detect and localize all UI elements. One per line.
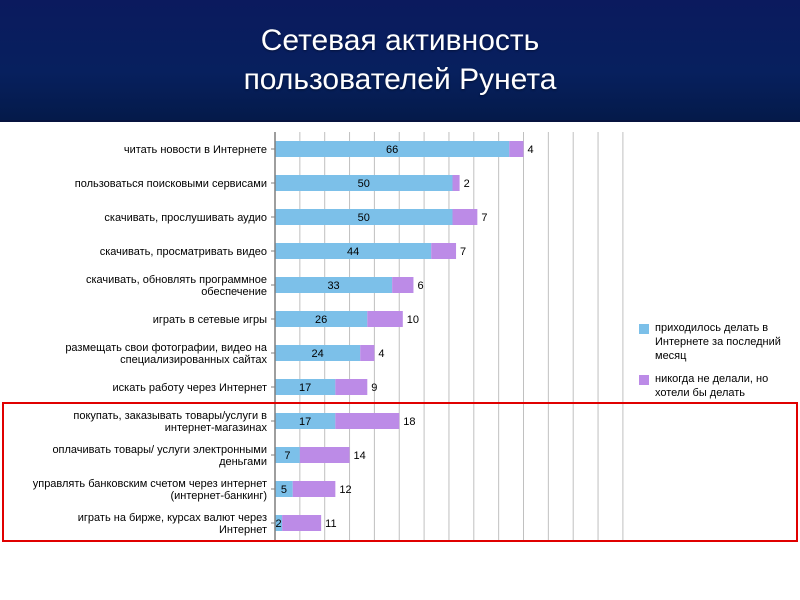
- value-wanted: 2: [464, 178, 470, 190]
- legend: приходилось делать в Интернете за послед…: [639, 322, 794, 411]
- bar-wanted: [360, 345, 374, 361]
- value-wanted: 18: [403, 416, 415, 428]
- category-label: специализированных сайтах: [120, 354, 267, 366]
- category-label: интернет-магазинах: [165, 422, 268, 434]
- value-wanted: 7: [460, 246, 466, 258]
- value-did: 5: [281, 484, 287, 496]
- bar-wanted: [335, 379, 367, 395]
- value-did: 50: [358, 178, 370, 190]
- value-did: 17: [299, 382, 311, 394]
- value-did: 44: [347, 246, 359, 258]
- bar-wanted: [453, 209, 478, 225]
- value-wanted: 9: [371, 382, 377, 394]
- value-did: 17: [299, 416, 311, 428]
- slide-title: Сетевая активность пользователей Рунета: [244, 21, 557, 99]
- category-label: искать работу через Интернет: [113, 382, 267, 394]
- legend-item-did: приходилось делать в Интернете за послед…: [639, 322, 794, 363]
- slide-header: Сетевая активность пользователей Рунета: [0, 0, 800, 122]
- value-did: 26: [315, 314, 327, 326]
- value-wanted: 11: [325, 518, 336, 530]
- category-label: читать новости в Интернете: [124, 144, 267, 156]
- category-label: пользоваться поисковыми сервисами: [75, 178, 267, 190]
- chart-area: читать новости в Интернете 66 4 пользоватьс…: [0, 122, 800, 600]
- value-wanted: 6: [417, 280, 423, 292]
- value-wanted: 10: [407, 314, 419, 326]
- value-did: 50: [358, 212, 370, 224]
- value-did: 24: [311, 348, 323, 360]
- legend-label-did: приходилось делать в Интернете за послед…: [655, 322, 794, 363]
- category-label: скачивать, обновлять программное: [86, 274, 267, 286]
- value-did: 33: [327, 280, 339, 292]
- value-wanted: 12: [339, 484, 351, 496]
- category-label: управлять банковским счетом через интерн…: [33, 478, 267, 490]
- bar-wanted: [453, 175, 460, 191]
- value-did: 2: [275, 518, 281, 530]
- category-label: (интернет-банкинг): [170, 490, 267, 502]
- title-line-2: пользователей Рунета: [244, 63, 557, 96]
- category-label: обеспечение: [201, 286, 267, 298]
- value-did: 66: [386, 144, 398, 156]
- title-line-1: Сетевая активность: [261, 24, 540, 57]
- bar-wanted: [392, 277, 413, 293]
- category-label: скачивать, прослушивать аудио: [104, 212, 267, 224]
- bar-wanted: [293, 481, 336, 497]
- value-wanted: 7: [481, 212, 487, 224]
- category-label: деньгами: [219, 456, 267, 468]
- value-wanted: 14: [354, 450, 366, 462]
- legend-item-wanted: никогда не делали, но хотели бы делать: [639, 373, 794, 401]
- category-label: оплачивать товары/ услуги электронными: [52, 444, 267, 456]
- bar-wanted: [431, 243, 456, 259]
- bar-wanted: [282, 515, 321, 531]
- legend-swatch-did: [639, 324, 649, 334]
- category-label: скачивать, просматривать видео: [100, 246, 267, 258]
- bar-wanted: [335, 413, 399, 429]
- category-label: покупать, заказывать товары/услуги в: [73, 410, 267, 422]
- value-did: 7: [284, 450, 290, 462]
- legend-swatch-wanted: [639, 375, 649, 385]
- category-label: играть на бирже, курсах валют через: [78, 512, 267, 524]
- value-wanted: 4: [378, 348, 384, 360]
- bar-wanted: [367, 311, 403, 327]
- bar-wanted: [509, 141, 523, 157]
- category-label: играть в сетевые игры: [153, 314, 267, 326]
- bar-wanted: [300, 447, 350, 463]
- category-label: размещать свои фотографии, видео на: [65, 342, 268, 354]
- category-label: Интернет: [219, 524, 267, 536]
- legend-label-wanted: никогда не делали, но хотели бы делать: [655, 373, 794, 401]
- value-wanted: 4: [528, 144, 534, 156]
